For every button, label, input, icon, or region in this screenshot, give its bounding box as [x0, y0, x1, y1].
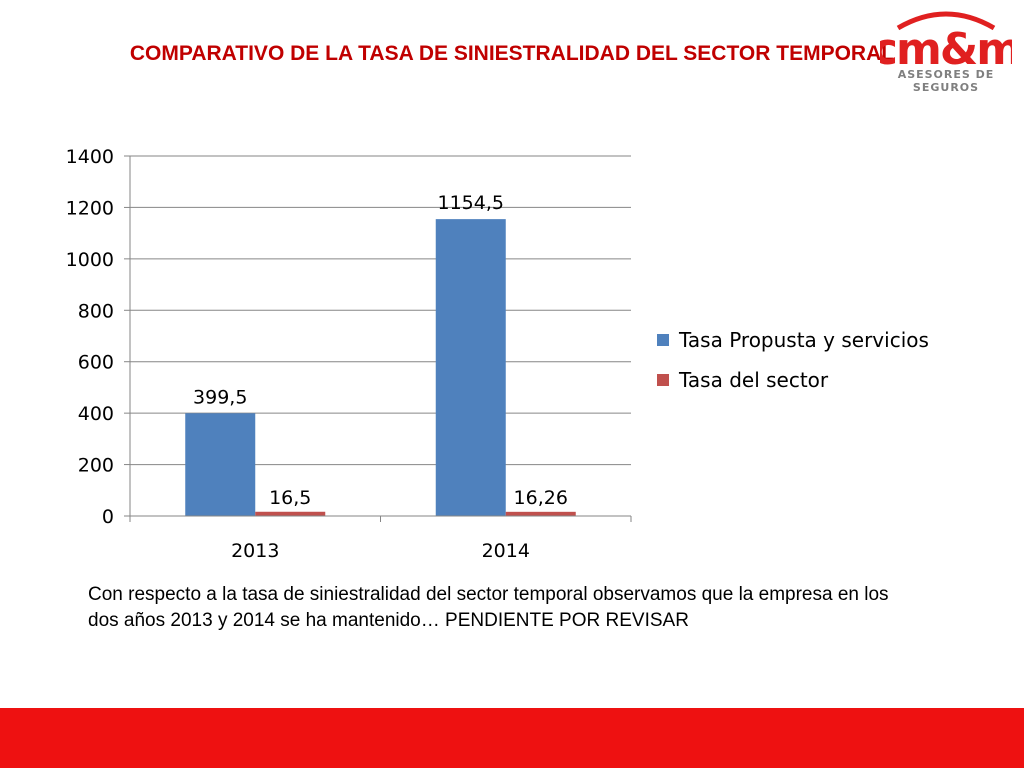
legend-label-series-1: Tasa Propusta y servicios — [679, 328, 929, 352]
bar-tasa-sector-2014 — [505, 511, 576, 516]
data-label: 16,5 — [269, 487, 311, 509]
y-tick-label: 0 — [102, 506, 114, 528]
footer-bar — [0, 708, 1024, 768]
svg-text:cm&m: cm&m — [880, 24, 1012, 68]
bar-tasa-propuesta-2014 — [435, 219, 506, 516]
x-tick-label: 2013 — [231, 540, 279, 562]
y-tick-label: 200 — [78, 455, 114, 477]
data-label: 1154,5 — [438, 192, 504, 214]
bar-tasa-propuesta-2013 — [185, 413, 256, 516]
data-label: 399,5 — [193, 386, 247, 408]
slide-title: COMPARATIVO DE LA TASA DE SINIESTRALIDAD… — [129, 42, 895, 65]
legend-item-series-2: Tasa del sector — [657, 360, 929, 400]
y-tick-label: 1400 — [66, 146, 114, 168]
y-tick-label: 600 — [78, 352, 114, 374]
legend-swatch-series-2 — [657, 374, 669, 386]
logo-mark-icon: cm&m — [872, 11, 1022, 75]
bar-chart: 0 200 400 600 800 1000 1200 1400 2013 2014 399,5 11… — [66, 146, 632, 562]
y-tick-label: 1200 — [66, 197, 114, 219]
legend-item-series-1: Tasa Propusta y servicios — [657, 320, 929, 360]
data-label: 16,26 — [514, 487, 568, 509]
x-tick-label: 2014 — [482, 540, 530, 562]
bar-tasa-sector-2013 — [255, 511, 326, 516]
logo-tagline: ASESORES DE SEGUROS — [897, 68, 995, 94]
y-tick-label: 800 — [78, 300, 114, 322]
legend-label-series-2: Tasa del sector — [679, 368, 829, 392]
chart-legend: Tasa Propusta y servicios Tasa del secto… — [657, 320, 929, 400]
y-tick-label: 1000 — [66, 249, 114, 271]
company-logo: cm&m ASESORES DE SEGUROS — [872, 6, 1022, 94]
slide-caption: Con respecto a la tasa de siniestralidad… — [88, 584, 889, 631]
y-tick-label: 400 — [78, 403, 114, 425]
legend-swatch-series-1 — [657, 334, 669, 346]
